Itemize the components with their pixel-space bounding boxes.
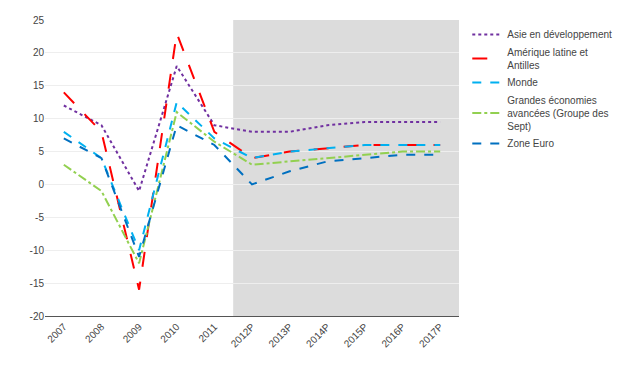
svg-text:15: 15 — [33, 80, 45, 91]
svg-text:2007: 2007 — [45, 321, 69, 345]
svg-text:2016P: 2016P — [379, 321, 407, 349]
svg-text:2008: 2008 — [83, 321, 107, 345]
svg-text:20: 20 — [33, 47, 45, 58]
svg-text:-10: -10 — [30, 245, 45, 256]
svg-text:2010: 2010 — [158, 321, 182, 345]
svg-text:5: 5 — [38, 146, 44, 157]
svg-text:Monde: Monde — [507, 77, 538, 88]
svg-text:2011: 2011 — [196, 321, 219, 344]
svg-text:10: 10 — [33, 113, 45, 124]
svg-text:2012P: 2012P — [229, 321, 257, 349]
svg-text:25: 25 — [33, 15, 45, 26]
svg-text:2009: 2009 — [121, 321, 145, 345]
svg-text:2014P: 2014P — [304, 321, 332, 349]
svg-text:0: 0 — [38, 179, 44, 190]
svg-text:Grandes économiesavancées (Gro: Grandes économiesavancées (Groupe desSep… — [507, 95, 608, 132]
svg-text:2015P: 2015P — [342, 321, 370, 349]
svg-text:Asie en développement: Asie en développement — [507, 29, 612, 40]
svg-text:-20: -20 — [30, 311, 45, 322]
svg-text:Zone Euro: Zone Euro — [507, 138, 554, 149]
svg-text:Amérique latine etAntilles: Amérique latine etAntilles — [507, 47, 588, 71]
svg-text:-15: -15 — [30, 278, 45, 289]
svg-text:2013P: 2013P — [266, 321, 294, 349]
svg-text:2017P: 2017P — [417, 321, 445, 349]
svg-text:-5: -5 — [35, 212, 44, 223]
